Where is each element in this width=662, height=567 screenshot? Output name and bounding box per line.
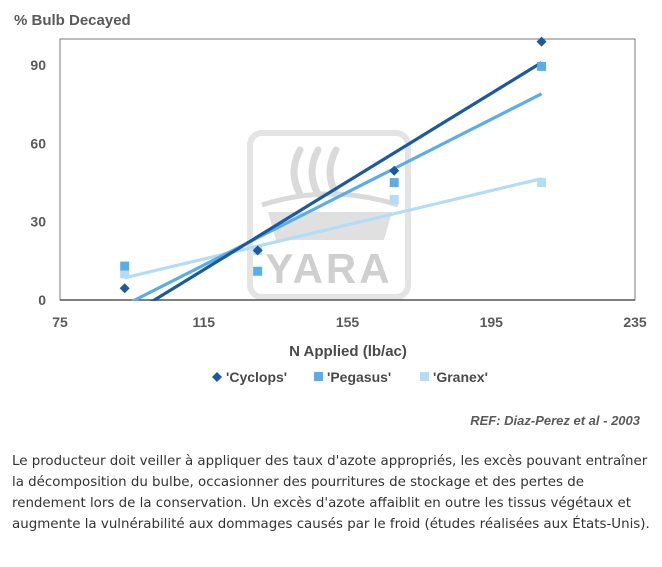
y-tick-label: 30 [30,214,46,230]
x-tick-labels: 75 115 155 195 235 [52,314,647,330]
legend: 'Cyclops' 'Pegasus' 'Granex' [212,369,488,385]
trendline-granex [124,177,542,280]
watermark-text: YARA [265,245,392,292]
legend-marker-square [314,372,323,381]
y-tick-label: 90 [30,57,46,73]
y-tick-label: 60 [30,135,46,151]
legend-label: 'Granex' [433,369,488,385]
x-tick-label: 115 [192,314,215,330]
legend-item-cyclops: 'Cyclops' [212,369,287,385]
legend-marker-square [420,372,429,381]
data-point-granex [537,178,547,188]
data-point-pegasus [253,266,263,276]
data-point-cyclops [119,283,130,294]
legend-marker-diamond [212,372,222,382]
series-layer [119,36,547,301]
legend-item-granex: 'Granex' [420,369,488,385]
trendline-pegasus [129,92,543,301]
data-point-granex [120,269,130,279]
y-tick-label: 0 [38,292,46,308]
chart-svg: YARA % Bulb Decayed 0 30 60 90 75 115 15… [14,12,647,428]
yara-logo-watermark: YARA [247,130,411,300]
legend-label: 'Cyclops' [226,369,287,385]
data-point-pegasus [537,61,547,71]
data-point-cyclops [252,245,263,256]
caption-text: Le producteur doit veiller à appliquer d… [12,454,650,532]
chart: YARA % Bulb Decayed 0 30 60 90 75 115 15… [14,12,647,428]
legend-label: 'Pegasus' [327,369,391,385]
x-tick-label: 155 [336,314,360,330]
data-point-pegasus [120,261,130,271]
legend-item-pegasus: 'Pegasus' [314,369,391,385]
trendline-cyclops [149,61,543,301]
x-tick-label: 235 [623,314,647,330]
y-axis-label: % Bulb Decayed [14,12,131,29]
x-tick-label: 195 [480,314,504,330]
y-tick-labels: 0 30 60 90 [30,57,46,308]
data-point-pegasus [389,178,399,188]
reference-note: REF: Diaz-Perez et al - 2003 [470,413,641,428]
data-point-granex [389,195,399,205]
x-tick-label: 75 [52,314,68,330]
x-axis-label: N Applied (lb/ac) [289,343,407,360]
data-point-cyclops [389,165,400,176]
data-point-cyclops [536,36,547,47]
